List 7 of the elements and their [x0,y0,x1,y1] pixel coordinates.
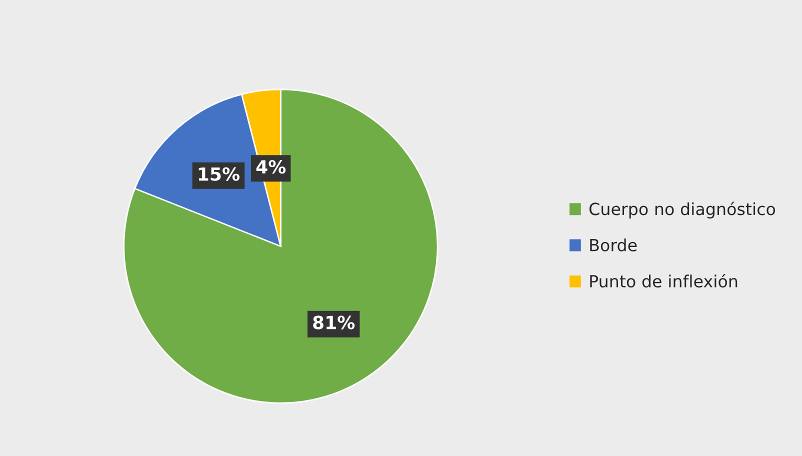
pie-slice [123,88,438,404]
data-label: 81% [313,316,355,330]
data-label: 15% [198,167,240,181]
legend-label: Borde [590,238,637,252]
legend-label: Punto de inflexión [590,274,738,288]
data-label: 4% [256,160,286,174]
legend-label: Cuerpo no diagnóstico [589,202,776,219]
